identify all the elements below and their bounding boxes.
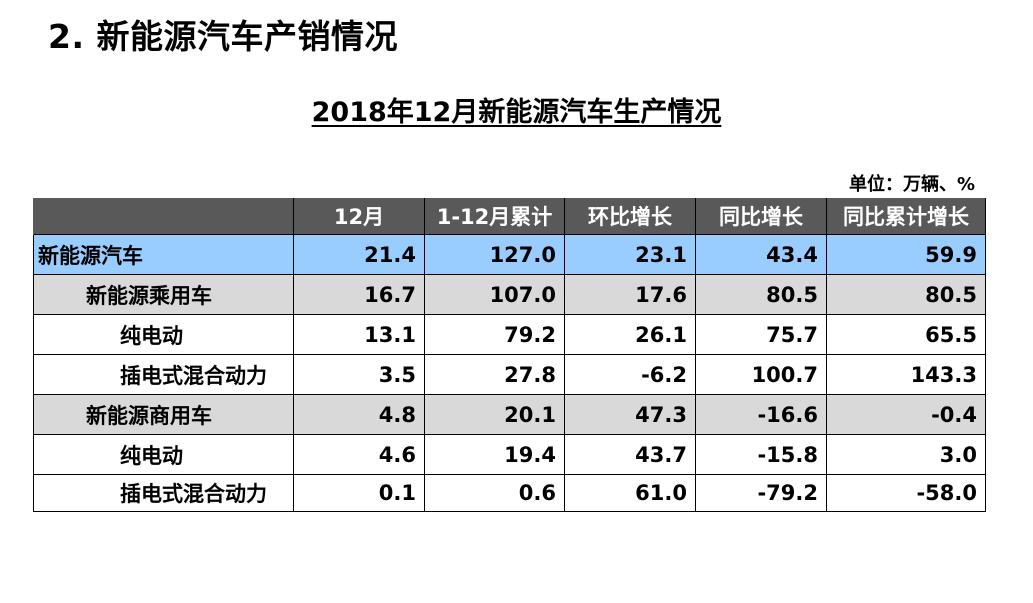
table-cell: -79.2	[695, 474, 827, 512]
table-row: 新能源汽车 21.4 127.0 23.1 43.4 59.9	[33, 234, 986, 275]
column-header-december: 12月	[293, 198, 425, 235]
table-cell: 21.4	[293, 234, 425, 275]
table-cell: 100.7	[695, 354, 827, 395]
row-label: 插电式混合动力	[33, 354, 294, 395]
production-table: 12月 1-12月累计 环比增长 同比增长 同比累计增长 新能源汽车 21.4 12…	[33, 198, 986, 512]
table-cell: 65.5	[826, 314, 986, 355]
table-cell: 19.4	[424, 434, 565, 475]
table-cell: 127.0	[424, 234, 565, 275]
table-cell: 20.1	[424, 394, 565, 435]
table-cell: 47.3	[564, 394, 696, 435]
table-row: 纯电动 13.1 79.2 26.1 75.7 65.5	[33, 314, 986, 355]
row-label: 纯电动	[33, 314, 294, 355]
column-header-yoy-growth: 同比增长	[695, 198, 827, 235]
table-row: 插电式混合动力 0.1 0.6 61.0 -79.2 -58.0	[33, 474, 986, 512]
table-cell: 80.5	[826, 274, 986, 315]
table-cell: -6.2	[564, 354, 696, 395]
table-cell: 4.6	[293, 434, 425, 475]
column-header-mom-growth: 环比增长	[564, 198, 696, 235]
table-cell: 3.0	[826, 434, 986, 475]
table-cell: 23.1	[564, 234, 696, 275]
column-header-yoy-cumulative-growth: 同比累计增长	[826, 198, 986, 235]
row-label: 新能源汽车	[33, 234, 294, 275]
table-cell: 59.9	[826, 234, 986, 275]
table-body: 新能源汽车 21.4 127.0 23.1 43.4 59.9 新能源乘用车 16.7 107.…	[33, 234, 986, 512]
row-label: 新能源商用车	[33, 394, 294, 435]
table-cell: -0.4	[826, 394, 986, 435]
column-header-name	[33, 198, 294, 235]
table-cell: 43.4	[695, 234, 827, 275]
row-label: 插电式混合动力	[33, 474, 294, 512]
row-label: 新能源乘用车	[33, 274, 294, 315]
table-cell: 43.7	[564, 434, 696, 475]
table-title: 2018年12月新能源汽车生产情况	[311, 97, 722, 128]
table-cell: 27.8	[424, 354, 565, 395]
table-cell: 16.7	[293, 274, 425, 315]
column-header-cumulative: 1-12月累计	[424, 198, 565, 235]
table-cell: 61.0	[564, 474, 696, 512]
table-cell: 3.5	[293, 354, 425, 395]
table-cell: 4.8	[293, 394, 425, 435]
table-cell: 79.2	[424, 314, 565, 355]
table-cell: 17.6	[564, 274, 696, 315]
table-cell: 0.6	[424, 474, 565, 512]
table-cell: -16.6	[695, 394, 827, 435]
row-label: 纯电动	[33, 434, 294, 475]
section-title: 2. 新能源汽车产销情况	[48, 17, 398, 56]
table-cell: 107.0	[424, 274, 565, 315]
table-cell: 26.1	[564, 314, 696, 355]
unit-label: 单位：万辆、%	[848, 174, 975, 195]
table-cell: -15.8	[695, 434, 827, 475]
table-row: 新能源乘用车 16.7 107.0 17.6 80.5 80.5	[33, 274, 986, 315]
table-cell: 0.1	[293, 474, 425, 512]
table-cell: -58.0	[826, 474, 986, 512]
table-row: 新能源商用车 4.8 20.1 47.3 -16.6 -0.4	[33, 394, 986, 435]
table-row: 插电式混合动力 3.5 27.8 -6.2 100.7 143.3	[33, 354, 986, 395]
table-cell: 13.1	[293, 314, 425, 355]
table-row: 纯电动 4.6 19.4 43.7 -15.8 3.0	[33, 434, 986, 475]
table-cell: 75.7	[695, 314, 827, 355]
header-row: 12月 1-12月累计 环比增长 同比增长 同比累计增长	[33, 198, 986, 235]
table-cell: 143.3	[826, 354, 986, 395]
table-cell: 80.5	[695, 274, 827, 315]
